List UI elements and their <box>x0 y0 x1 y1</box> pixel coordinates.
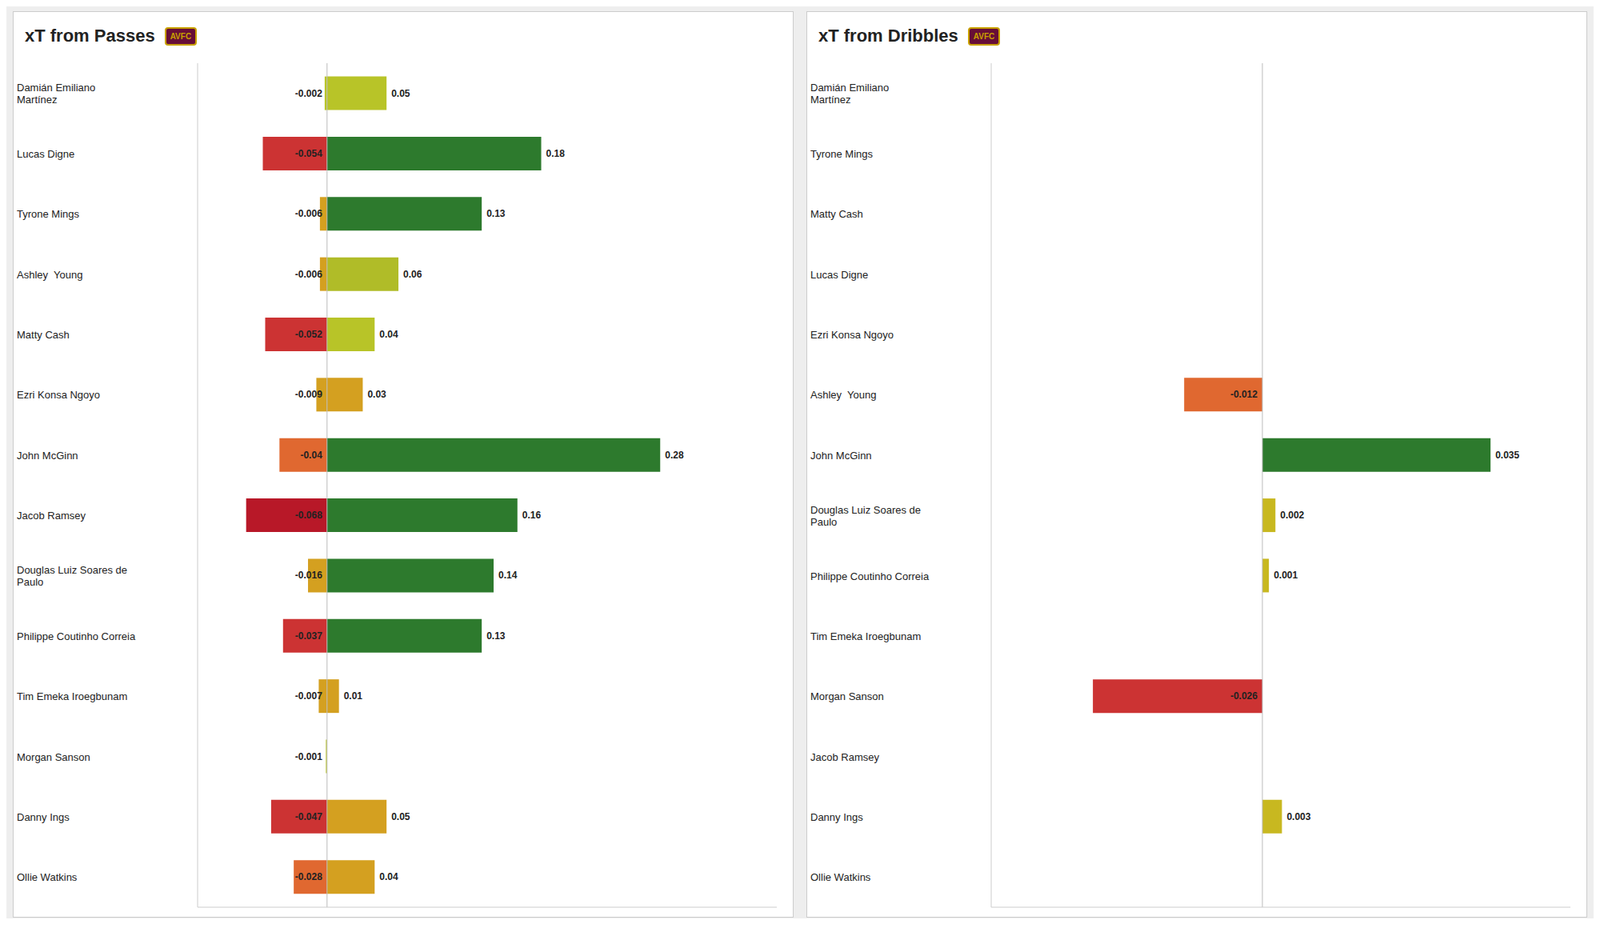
svg-text:Ashley Young: Ashley Young <box>16 268 83 280</box>
svg-text:-0.028: -0.028 <box>295 871 323 883</box>
svg-text:0.14: 0.14 <box>498 569 518 581</box>
svg-text:John McGinn: John McGinn <box>810 448 872 461</box>
svg-text:Tyrone Mings: Tyrone Mings <box>810 148 874 160</box>
svg-text:Ollie Watkins: Ollie Watkins <box>16 871 78 884</box>
svg-text:0.001: 0.001 <box>1273 569 1298 581</box>
svg-text:Morgan Sanson: Morgan Sanson <box>810 690 884 703</box>
svg-text:Lucas Digne: Lucas Digne <box>810 268 868 280</box>
svg-text:0.04: 0.04 <box>379 871 399 883</box>
svg-text:0.13: 0.13 <box>486 208 506 220</box>
svg-text:Tim Emeka Iroegbunam: Tim Emeka Iroegbunam <box>16 690 128 703</box>
svg-text:Tim Emeka Iroegbunam: Tim Emeka Iroegbunam <box>810 629 921 642</box>
svg-text:-0.068: -0.068 <box>295 509 323 521</box>
svg-text:-0.006: -0.006 <box>295 208 323 220</box>
svg-text:0.04: 0.04 <box>379 328 399 340</box>
svg-text:-0.052: -0.052 <box>295 328 323 340</box>
svg-text:Douglas Luiz Soares dePaulo: Douglas Luiz Soares dePaulo <box>810 503 921 528</box>
svg-text:0.13: 0.13 <box>486 630 506 642</box>
svg-text:-0.001: -0.001 <box>295 751 323 763</box>
svg-text:Ezri Konsa Ngoyo: Ezri Konsa Ngoyo <box>810 328 894 341</box>
svg-text:-0.002: -0.002 <box>295 88 323 100</box>
svg-text:Philippe Coutinho Correia: Philippe Coutinho Correia <box>16 629 136 642</box>
svg-text:Matty Cash: Matty Cash <box>16 328 70 341</box>
svg-text:Damián EmilianoMartínez: Damián EmilianoMartínez <box>810 81 889 106</box>
svg-text:Ollie Watkins: Ollie Watkins <box>810 871 872 884</box>
svg-text:John McGinn: John McGinn <box>16 448 79 461</box>
svg-text:Morgan Sanson: Morgan Sanson <box>16 750 91 763</box>
svg-text:0.28: 0.28 <box>664 449 684 461</box>
svg-text:-0.026: -0.026 <box>1230 690 1258 702</box>
svg-text:Douglas Luiz Soares dePaulo: Douglas Luiz Soares dePaulo <box>16 564 128 588</box>
svg-text:Ezri Konsa Ngoyo: Ezri Konsa Ngoyo <box>16 388 100 401</box>
svg-text:Damián EmilianoMartínez: Damián EmilianoMartínez <box>16 81 96 106</box>
svg-text:Ashley Young: Ashley Young <box>810 388 876 401</box>
svg-text:0.18: 0.18 <box>546 148 566 160</box>
svg-text:-0.037: -0.037 <box>295 630 323 642</box>
svg-text:0.16: 0.16 <box>522 509 542 521</box>
svg-text:0.035: 0.035 <box>1495 449 1520 461</box>
svg-text:-0.009: -0.009 <box>295 388 323 400</box>
svg-text:Jacob Ramsey: Jacob Ramsey <box>810 750 880 763</box>
svg-text:Lucas Digne: Lucas Digne <box>16 148 75 160</box>
svg-text:0.06: 0.06 <box>403 268 423 280</box>
svg-text:Danny Ings: Danny Ings <box>16 810 70 823</box>
svg-text:0.002: 0.002 <box>1280 509 1304 521</box>
svg-text:Philippe Coutinho Correia: Philippe Coutinho Correia <box>810 569 930 582</box>
svg-text:-0.054: -0.054 <box>295 148 323 160</box>
svg-text:-0.047: -0.047 <box>295 811 323 823</box>
html-text:xT from Dribbles: xT from Dribbles <box>818 25 959 46</box>
svg-text:0.003: 0.003 <box>1286 811 1311 823</box>
svg-text:-0.006: -0.006 <box>295 268 323 280</box>
svg-text:Tyrone Mings: Tyrone Mings <box>16 208 80 220</box>
svg-text:-0.04: -0.04 <box>300 449 323 461</box>
svg-text:-0.016: -0.016 <box>295 569 323 581</box>
svg-text:-0.012: -0.012 <box>1230 388 1258 400</box>
svg-text:0.05: 0.05 <box>391 811 411 823</box>
svg-text:Jacob Ramsey: Jacob Ramsey <box>16 509 86 522</box>
html-text:AVFC: AVFC <box>973 31 995 41</box>
svg-text:0.03: 0.03 <box>367 388 387 400</box>
svg-text:0.01: 0.01 <box>344 690 364 702</box>
svg-text:Matty Cash: Matty Cash <box>810 208 864 220</box>
svg-text:0.05: 0.05 <box>391 88 411 100</box>
html-text:xT from Passes: xT from Passes <box>24 25 155 46</box>
svg-text:Danny Ings: Danny Ings <box>810 810 864 823</box>
svg-text:-0.007: -0.007 <box>295 690 323 702</box>
html-text:AVFC: AVFC <box>170 31 192 41</box>
